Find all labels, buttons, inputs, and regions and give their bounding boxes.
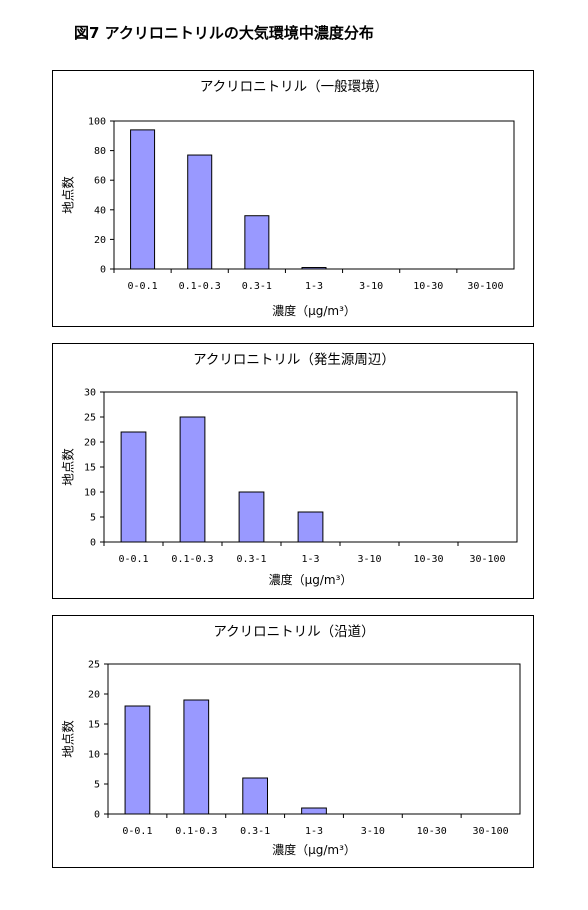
y-axis-label: 地点数 (61, 448, 76, 486)
bar-0-0.1 (120, 431, 147, 543)
x-tick-label: 3-10 (361, 826, 385, 837)
y-tick-label: 5 (94, 780, 100, 791)
y-tick-label: 15 (84, 463, 96, 474)
y-tick-label: 20 (88, 690, 100, 701)
y-tick-label: 25 (88, 660, 100, 671)
y-tick-label: 0 (100, 265, 106, 276)
y-tick-label: 10 (88, 750, 100, 761)
y-tick-label: 60 (94, 176, 106, 187)
x-tick-label: 0.3-1 (240, 826, 270, 837)
x-tick-label: 1-3 (305, 281, 323, 292)
y-tick-label: 100 (88, 117, 106, 128)
chart-panel-general: アクリロニトリル（一般環境） 0 20 40 60 80 100 0-0.1 0.1-0.3 0.… (52, 70, 534, 327)
bar-1-3 (301, 267, 327, 270)
x-tick-label: 0-0.1 (118, 554, 148, 565)
y-tick-label: 80 (94, 146, 106, 157)
x-tick-label: 0-0.1 (128, 281, 158, 292)
x-tick-label: 3-10 (357, 554, 381, 565)
x-tick-label: 0.3-1 (242, 281, 272, 292)
plot-area (113, 120, 515, 270)
bar-0.1-0.3 (187, 154, 213, 270)
chart-title: アクリロニトリル（発生源周辺） (193, 352, 395, 368)
chart-title: アクリロニトリル（一般環境） (200, 79, 388, 95)
bar-0.3-1 (242, 777, 269, 815)
y-tick-label: 20 (94, 235, 106, 246)
y-tick-label: 10 (84, 488, 96, 499)
x-tick-label: 10-30 (417, 826, 447, 837)
x-tick-label: 30-100 (469, 554, 505, 565)
y-tick-label: 20 (84, 438, 96, 449)
chart-panel-roadside: アクリロニトリル（沿道） 0 5 10 15 20 25 0-0.1 0.1-0.3 0.3-1 1… (52, 615, 534, 868)
x-axis-label: 濃度（μg/m³） (269, 572, 353, 587)
chart-title: アクリロニトリル（沿道） (213, 624, 374, 640)
x-axis-label: 濃度（μg/m³） (272, 303, 356, 318)
y-tick-label: 25 (84, 413, 96, 424)
bar-0-0.1 (124, 705, 151, 815)
x-tick-label: 30-100 (467, 281, 503, 292)
y-axis-label: 地点数 (61, 720, 76, 758)
chart-panel-source: アクリロニトリル（発生源周辺） 0 5 10 15 20 25 30 0-0.1 0.1-0.3 0… (52, 343, 534, 599)
x-tick-label: 10-30 (413, 554, 443, 565)
chart-general: アクリロニトリル（一般環境） 0 20 40 60 80 100 0-0.1 0.1-0.3 0.… (61, 79, 515, 318)
y-tick-label: 15 (88, 720, 100, 731)
y-tick-label: 30 (84, 388, 96, 399)
x-tick-label: 1-3 (301, 554, 319, 565)
bar-0.1-0.3 (179, 416, 206, 543)
chart-source: アクリロニトリル（発生源周辺） 0 5 10 15 20 25 30 0-0.1 0.1-0.3 0… (61, 352, 518, 587)
bar-0.3-1 (244, 215, 270, 270)
x-tick-label: 30-100 (473, 826, 509, 837)
y-tick-label: 0 (94, 810, 100, 821)
x-tick-label: 3-10 (359, 281, 383, 292)
x-tick-label: 0.3-1 (236, 554, 266, 565)
x-tick-label: 0.1-0.3 (171, 554, 213, 565)
bar-0.3-1 (238, 491, 265, 543)
x-tick-label: 10-30 (413, 281, 443, 292)
bar-0.1-0.3 (183, 699, 210, 815)
bar-1-3 (297, 511, 324, 543)
x-axis-label: 濃度（μg/m³） (272, 842, 356, 857)
y-tick-label: 5 (90, 513, 96, 524)
bar-1-3 (301, 807, 327, 815)
plot-area (107, 663, 521, 815)
x-tick-label: 0.1-0.3 (179, 281, 221, 292)
y-tick-label: 40 (94, 205, 106, 216)
chart-roadside: アクリロニトリル（沿道） 0 5 10 15 20 25 0-0.1 0.1-0.3 0.3-1 1… (61, 624, 521, 857)
figure-title: 図7 アクリロニトリルの大気環境中濃度分布 (74, 24, 374, 42)
x-tick-label: 0-0.1 (122, 826, 152, 837)
bar-0-0.1 (130, 129, 156, 270)
y-tick-label: 0 (90, 538, 96, 549)
x-tick-label: 1-3 (305, 826, 323, 837)
x-tick-label: 0.1-0.3 (175, 826, 217, 837)
y-axis-label: 地点数 (61, 176, 76, 214)
